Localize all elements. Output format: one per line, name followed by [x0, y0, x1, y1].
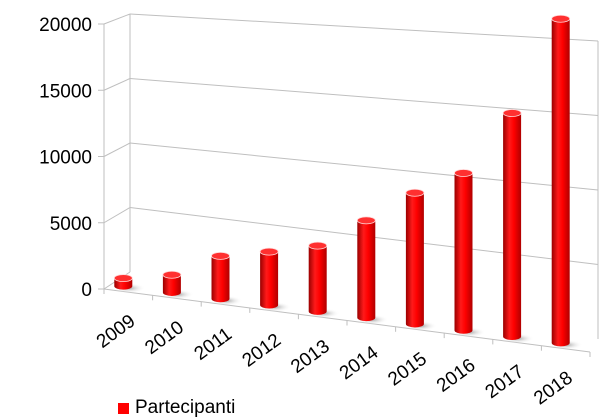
bar-2011 — [211, 251, 230, 303]
bar-top — [162, 270, 182, 279]
bar-body — [405, 192, 424, 328]
bar-top — [405, 188, 425, 197]
gridline — [129, 78, 599, 116]
bar-2013 — [308, 241, 328, 315]
bar-2016 — [454, 169, 473, 334]
x-tick-label: 2011 — [191, 324, 236, 365]
bar-top — [454, 169, 473, 177]
bar-2017 — [502, 109, 522, 341]
y-tick-label: 5000 — [50, 214, 92, 235]
x-tick-label: 2013 — [287, 336, 334, 378]
gridline-side — [103, 207, 131, 224]
bar-top — [308, 241, 328, 250]
x-tick-label: 2009 — [93, 311, 140, 353]
bar-body — [162, 274, 181, 296]
bar-top — [211, 251, 230, 260]
bar-2009 — [113, 274, 133, 290]
x-tick-label: 2012 — [239, 330, 286, 372]
bar-top — [259, 247, 279, 256]
x-tick-label: 2010 — [141, 317, 188, 359]
bar-body — [308, 245, 327, 315]
y-axis-tick-labels: 0 5000 10000 15000 20000 — [39, 15, 92, 301]
bar-2015 — [405, 188, 425, 328]
x-tick-label: 2014 — [336, 342, 383, 384]
bar-top — [502, 109, 522, 117]
bar-2012 — [259, 247, 279, 309]
x-tick-label: 2017 — [482, 361, 529, 403]
legend: Partecipanti — [118, 397, 235, 419]
x-tick-label: 2016 — [433, 355, 480, 397]
bar-body — [211, 255, 230, 303]
gridline — [129, 142, 599, 191]
bar-top — [113, 274, 133, 283]
bar-2010 — [162, 270, 182, 296]
x-tick-label: 2018 — [530, 367, 577, 409]
gridlines — [98, 13, 599, 357]
x-tick-label: 2015 — [384, 349, 431, 391]
legend-swatch — [118, 402, 129, 414]
gridline-side — [103, 13, 131, 25]
bar-2018 — [551, 14, 571, 347]
gridline — [129, 13, 599, 42]
gridline-side — [103, 78, 131, 91]
bar-body — [503, 113, 522, 341]
bar-body — [454, 173, 473, 334]
y-tick-label: 10000 — [39, 148, 92, 169]
gridline-side — [103, 142, 131, 157]
bar-body — [260, 251, 279, 309]
y-tick-label: 0 — [81, 280, 92, 301]
bar-body — [551, 18, 570, 347]
y-tick-label: 20000 — [39, 15, 92, 36]
bars — [113, 14, 571, 347]
bar-top — [551, 14, 571, 23]
y-tick-label: 15000 — [39, 81, 92, 102]
bar-2014 — [356, 216, 376, 322]
bar-body — [357, 220, 376, 322]
bar-top — [356, 216, 376, 225]
legend-label-partecipanti: Partecipanti — [135, 397, 236, 418]
